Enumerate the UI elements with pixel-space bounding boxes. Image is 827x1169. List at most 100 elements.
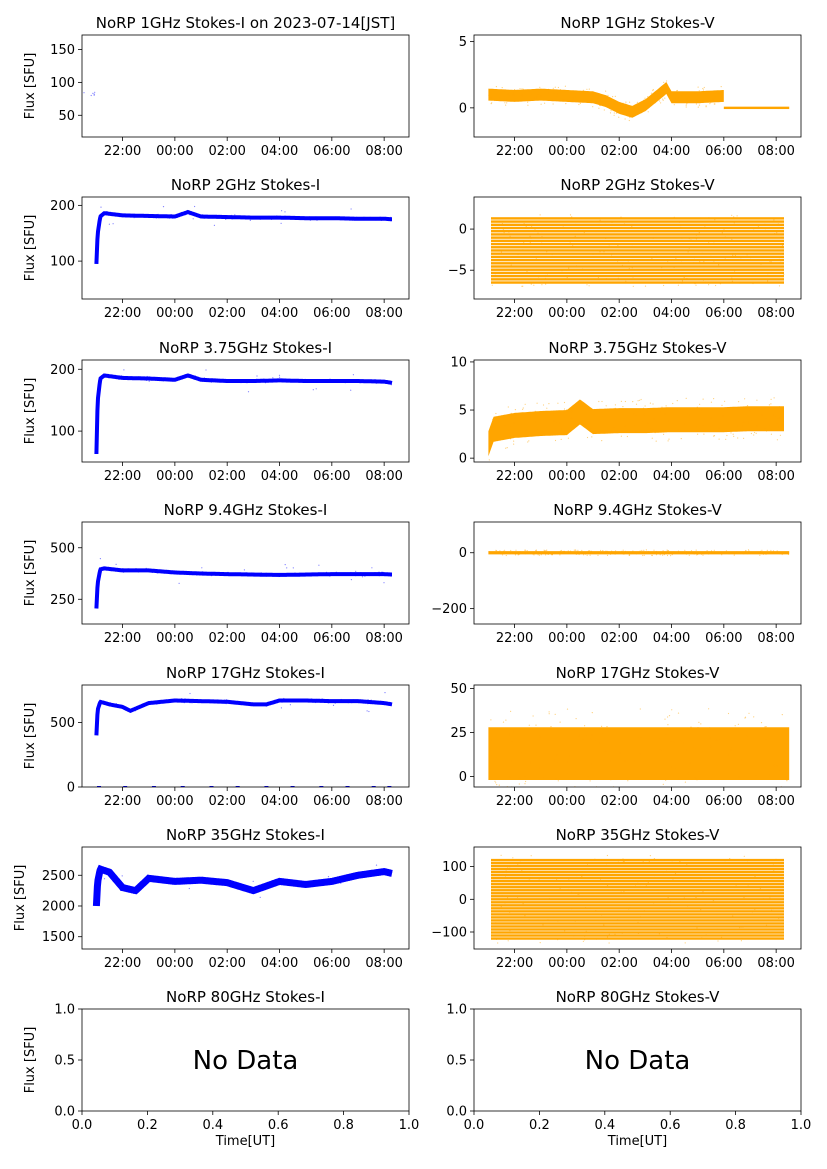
level-line xyxy=(491,892,784,895)
data-point xyxy=(236,702,238,704)
data-point xyxy=(321,381,323,383)
data-point xyxy=(586,284,588,286)
data-point xyxy=(521,415,523,417)
data-point xyxy=(488,459,490,461)
zero-dash xyxy=(235,786,240,787)
data-point xyxy=(495,922,497,924)
data-point xyxy=(545,550,547,552)
data-point xyxy=(702,88,704,90)
x-tick-label: 08:00 xyxy=(365,794,402,809)
data-point xyxy=(223,702,225,704)
data-point xyxy=(700,723,702,725)
data-point xyxy=(556,227,558,229)
data-point xyxy=(509,553,511,555)
data-point xyxy=(500,251,502,253)
data-point xyxy=(499,550,501,552)
data-point xyxy=(743,553,745,555)
data-point xyxy=(12,94,13,95)
data-point xyxy=(530,278,532,280)
data-point xyxy=(93,93,95,95)
x-tick-label: 08:00 xyxy=(757,956,794,971)
data-point xyxy=(667,550,670,552)
data-point xyxy=(729,919,731,921)
data-point xyxy=(509,438,512,440)
data-point xyxy=(728,230,730,232)
x-tick-label: 1.0 xyxy=(399,1118,420,1133)
data-point xyxy=(688,96,690,98)
data-point xyxy=(605,97,607,99)
data-point xyxy=(380,703,382,705)
data-point xyxy=(718,427,721,429)
data-point xyxy=(189,879,191,882)
data-point xyxy=(765,726,767,728)
data-point xyxy=(535,724,537,726)
data-point xyxy=(542,265,544,267)
data-point xyxy=(696,99,698,101)
level-line xyxy=(491,913,784,916)
data-point xyxy=(612,552,614,554)
data-point xyxy=(128,568,130,570)
data-point xyxy=(103,373,105,375)
data-point xyxy=(695,747,697,749)
data-point xyxy=(566,276,568,279)
data-point xyxy=(656,95,659,97)
data-point xyxy=(565,103,567,105)
data-point xyxy=(288,574,290,576)
data-point xyxy=(490,739,493,741)
data-point xyxy=(501,895,503,897)
data-point xyxy=(551,877,553,880)
y-tick-label: 50 xyxy=(450,682,467,697)
data-point xyxy=(640,859,643,861)
data-point xyxy=(507,897,509,899)
x-tick-label: 1.0 xyxy=(791,1118,812,1133)
data-point xyxy=(241,380,244,383)
data-point xyxy=(559,881,561,883)
data-point xyxy=(544,102,546,104)
data-point xyxy=(731,238,733,240)
data-point xyxy=(286,882,289,884)
data-point xyxy=(668,409,671,411)
data-point xyxy=(695,262,697,264)
zero-line xyxy=(723,106,790,110)
data-point xyxy=(311,699,313,702)
data-point xyxy=(647,96,649,98)
x-tick-label: 00:00 xyxy=(548,631,585,646)
data-point xyxy=(272,377,274,379)
data-point xyxy=(378,571,380,573)
data-point xyxy=(652,89,654,92)
data-point xyxy=(772,863,774,865)
data-point xyxy=(494,780,496,782)
data-point xyxy=(528,440,530,442)
data-point xyxy=(753,716,755,718)
data-point xyxy=(754,431,756,434)
y-axis-label: Flux [SFU] xyxy=(23,540,38,607)
data-point xyxy=(781,714,783,716)
data-point xyxy=(631,225,633,227)
y-tick-label: 250 xyxy=(50,593,75,608)
data-point xyxy=(388,574,391,576)
data-point xyxy=(348,700,351,702)
data-point xyxy=(605,550,607,552)
data-point xyxy=(625,101,627,103)
data-point xyxy=(374,703,376,705)
data-point xyxy=(742,904,744,907)
data-point xyxy=(785,734,788,736)
data-point xyxy=(638,788,639,789)
data-point xyxy=(563,401,566,404)
data-point xyxy=(737,901,739,903)
x-axis-label: Time[UT] xyxy=(215,1134,275,1149)
data-point xyxy=(109,212,111,214)
data-point xyxy=(525,780,527,783)
data-point xyxy=(623,223,626,225)
data-point xyxy=(605,928,607,930)
data-point xyxy=(510,426,512,428)
data-point xyxy=(364,572,366,575)
data-point xyxy=(673,104,675,106)
data-point xyxy=(699,403,701,405)
data-point xyxy=(712,425,714,427)
data-point xyxy=(536,96,538,98)
data-point xyxy=(611,221,613,223)
data-point xyxy=(508,416,510,419)
data-point xyxy=(502,721,505,723)
data-point xyxy=(671,554,673,556)
